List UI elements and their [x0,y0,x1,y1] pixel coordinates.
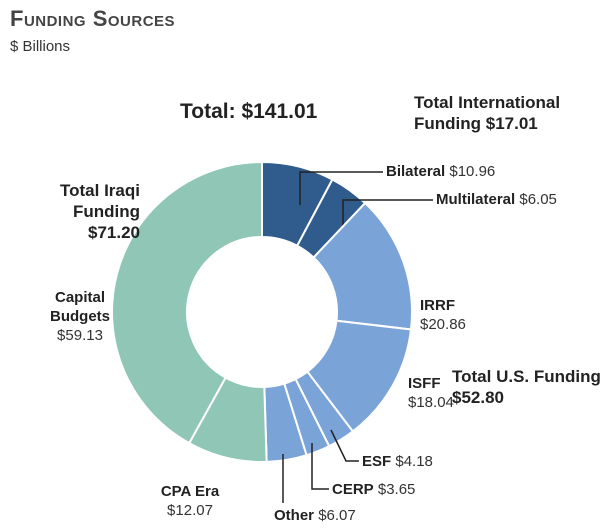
segment-value: $59.13 [57,327,103,344]
segment-name: IRRF [420,297,455,314]
group-label: Total U.S. Funding $52.80 [452,366,602,408]
segment-name: Bilateral [386,163,446,180]
segment-label: Other $6.07 [274,506,394,525]
segment-value: $6.05 [519,191,557,208]
group-label: Total Iraqi Funding $71.20 [20,180,140,243]
chart-subtitle: $ Billions [10,38,71,55]
leader-line [311,443,329,490]
group-name: Total International Funding [414,93,561,133]
total-value: $141.01 [241,100,318,123]
segment-value: $10.96 [449,163,496,180]
segment-label: ISFF $18.04 [408,374,478,412]
group-name: Total Iraqi Funding [60,181,140,221]
segment-name: CPA Era [160,483,220,500]
segment-value: $4.18 [395,453,433,470]
group-label: Total International Funding $17.01 [414,92,604,134]
segment-label: Capital Budgets $59.13 [30,288,130,345]
segment-name: Capital Budgets [50,289,110,325]
chart-title: Funding Sources [10,6,176,31]
group-name: Total U.S. Funding [452,367,601,386]
group-value: $52.80 [452,388,504,407]
total-text: Total: [180,100,236,123]
segment-label: IRRF $20.86 [420,296,500,334]
segment-label: ESF $4.18 [362,452,462,471]
total-label: Total: $141.01 [180,100,317,124]
segment-label: Multilateral $6.05 [436,190,605,209]
segment-label: CPA Era $12.07 [140,482,240,520]
segment-name: Multilateral [436,191,516,208]
segment-value: $18.04 [408,394,454,411]
segment-value: $20.86 [420,316,466,333]
leader-line [299,171,383,205]
group-value: $71.20 [88,223,140,242]
segment-value: $6.07 [318,507,356,524]
segment-name: ESF [362,453,392,470]
segment-label: CERP $3.65 [332,480,432,499]
segment-value: $12.07 [167,502,213,519]
leader-line [330,429,359,462]
segment-value: $3.65 [377,481,416,498]
segment-name: CERP [332,481,374,498]
segment-name: Other [274,507,315,524]
segment-label: Bilateral $10.96 [386,162,586,181]
leader-line [342,199,433,228]
group-value: $17.01 [485,114,538,133]
segment-name: ISFF [408,375,441,392]
donut-segment [111,160,263,445]
